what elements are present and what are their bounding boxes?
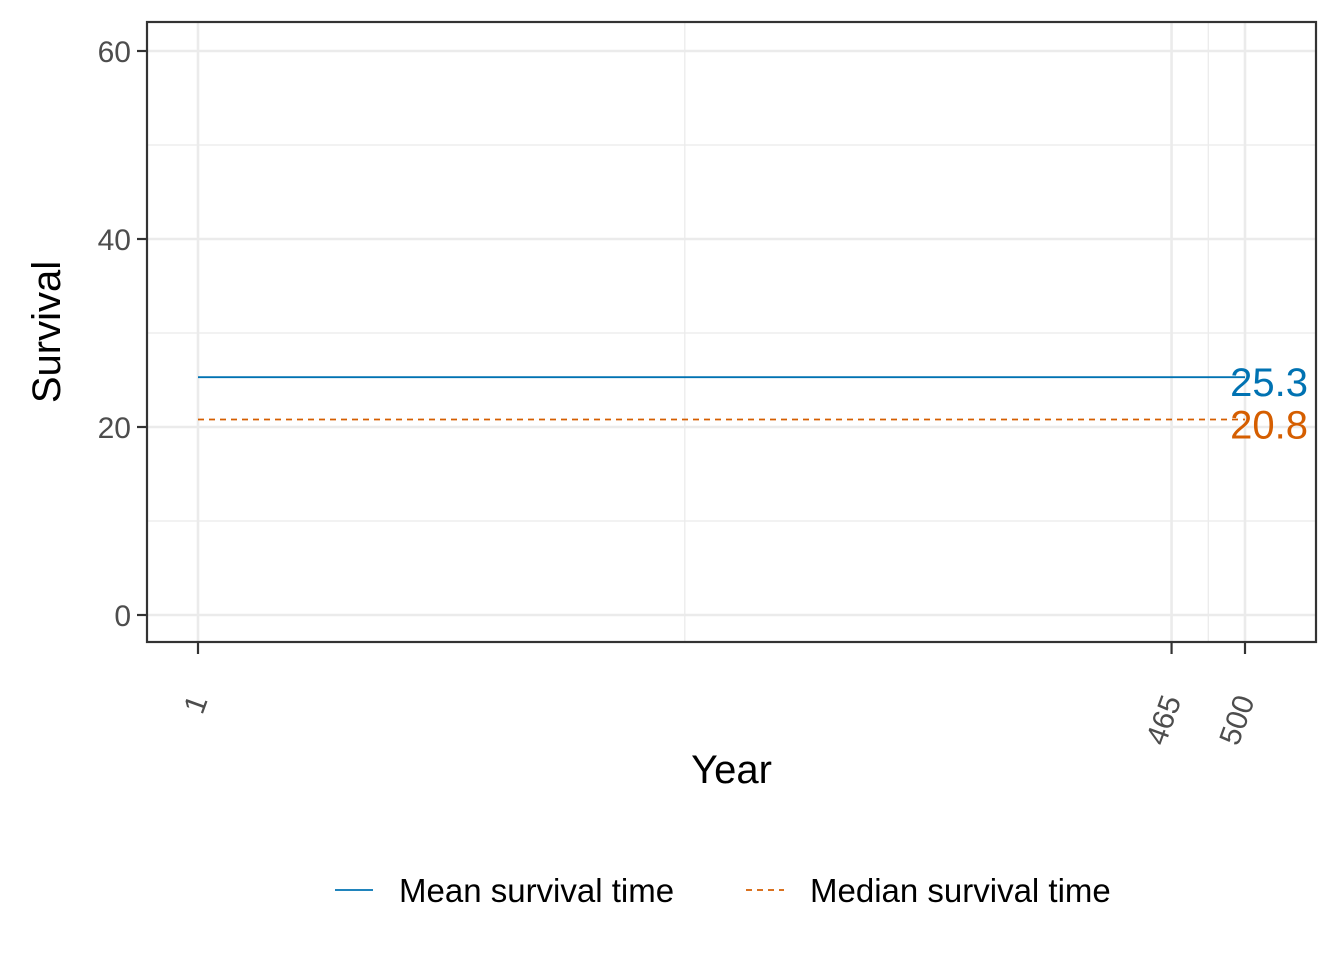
y-tick-label: 20 <box>98 412 131 445</box>
end-label-median: 20.8 <box>1230 403 1308 447</box>
gridlines <box>147 22 1316 642</box>
x-axis-title: Year <box>691 748 772 792</box>
y-tick-label: 60 <box>98 36 131 69</box>
plot-panel-border <box>145 20 1318 644</box>
y-tick-label: 0 <box>114 600 131 633</box>
legend-label-mean: Mean survival time <box>399 872 674 909</box>
series-lines <box>198 376 1245 421</box>
x-tick-label: 465 <box>1140 691 1188 749</box>
end-labels: 25.320.8 <box>1230 361 1308 447</box>
y-tick-label: 40 <box>98 224 131 257</box>
end-label-mean: 25.3 <box>1230 361 1308 405</box>
legend: Mean survival time Median survival time <box>335 872 1111 909</box>
y-axis-title: Survival <box>25 261 69 403</box>
x-tick-label: 1 <box>178 691 215 718</box>
legend-label-median: Median survival time <box>810 872 1111 909</box>
x-tick-label: 500 <box>1213 691 1261 749</box>
